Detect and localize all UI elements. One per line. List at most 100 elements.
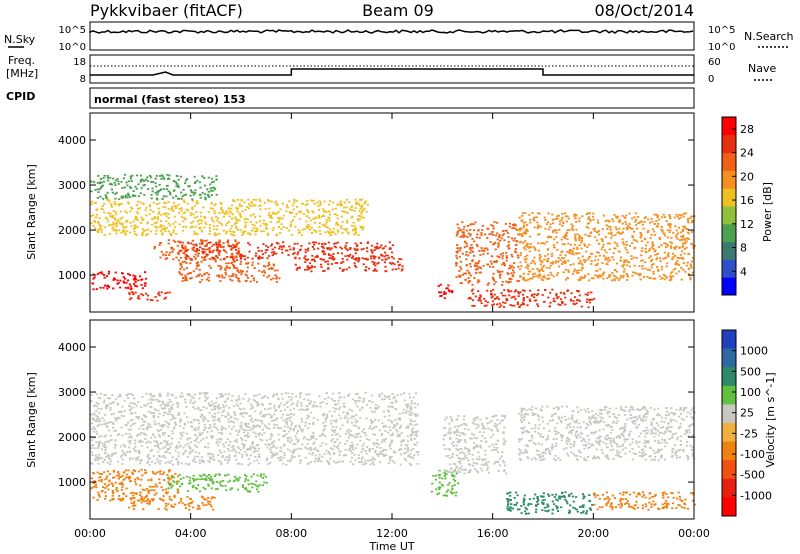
scatter-cell-3 bbox=[275, 276, 278, 278]
scatter-cell-3 bbox=[94, 454, 97, 457]
scatter-cell-3 bbox=[217, 274, 220, 277]
scatter-cell-6 bbox=[254, 233, 257, 236]
scatter-cell-3 bbox=[328, 451, 331, 453]
scatter-cell-11 bbox=[529, 270, 532, 273]
scatter-cell-3 bbox=[152, 433, 155, 435]
scatter-cell-6 bbox=[214, 232, 217, 235]
scatter-cell-6 bbox=[194, 232, 198, 235]
scatter-cell-6 bbox=[155, 233, 158, 235]
scatter-cell-11 bbox=[594, 255, 597, 258]
scatter-cell-5 bbox=[330, 257, 334, 260]
scatter-cell-3 bbox=[229, 278, 232, 281]
scatter-cell-9 bbox=[457, 230, 460, 233]
scatter-cell-6 bbox=[364, 200, 367, 203]
scatter-cell-11 bbox=[664, 275, 667, 277]
scatter-cell-6 bbox=[362, 216, 365, 219]
scatter-cell-8 bbox=[444, 292, 447, 295]
scatter-cell-9 bbox=[510, 272, 513, 275]
scatter-cell-3 bbox=[241, 442, 244, 445]
scatter-cell-3 bbox=[237, 431, 240, 433]
scatter-cell-6 bbox=[288, 211, 292, 213]
scatter-cell-3 bbox=[121, 463, 124, 465]
scatter-cell-9 bbox=[507, 244, 510, 247]
scatter-cell-3 bbox=[159, 424, 162, 427]
scatter-cell-3 bbox=[168, 410, 171, 413]
scatter-cell-11 bbox=[568, 252, 571, 254]
scatter-cell-3 bbox=[125, 394, 128, 396]
scatter-cell-3 bbox=[382, 439, 385, 441]
scatter-cell-10 bbox=[559, 291, 562, 294]
scatter-cell-3 bbox=[292, 443, 295, 445]
scatter-cell-3 bbox=[263, 271, 266, 274]
scatter-cell-9 bbox=[507, 236, 510, 238]
scatter-cell-11 bbox=[636, 240, 639, 243]
scatter-cell-6 bbox=[353, 225, 356, 227]
scatter-cell-3 bbox=[261, 404, 264, 407]
scatter-cell-10 bbox=[510, 296, 513, 299]
power-colorbar-segment bbox=[722, 277, 736, 296]
scatter-cell-3 bbox=[218, 449, 221, 452]
scatter-cell-3 bbox=[177, 451, 180, 454]
scatter-cell-11 bbox=[689, 263, 692, 266]
scatter-cell-9 bbox=[512, 239, 515, 242]
scatter-cell-3 bbox=[212, 425, 215, 428]
scatter-cell-3 bbox=[242, 398, 245, 400]
scatter-cell-11 bbox=[687, 268, 690, 270]
scatter-cell-6 bbox=[210, 202, 213, 205]
scatter-cell-11 bbox=[522, 278, 525, 281]
scatter-cell-0 bbox=[132, 274, 135, 277]
scatter-cell-3 bbox=[410, 411, 414, 414]
scatter-cell-7 bbox=[126, 184, 129, 187]
scatter-cell-6 bbox=[144, 229, 147, 232]
scatter-cell-11 bbox=[567, 217, 570, 220]
scatter-cell-6 bbox=[366, 203, 369, 206]
scatter-cell-11 bbox=[540, 278, 543, 281]
scatter-cell-6 bbox=[106, 199, 109, 201]
scatter-cell-9 bbox=[507, 281, 510, 283]
scatter-cell-7 bbox=[102, 177, 105, 179]
scatter-cell-3 bbox=[389, 434, 392, 437]
freq-left-tick-bottom: 8 bbox=[80, 74, 86, 85]
scatter-cell-4 bbox=[257, 257, 260, 260]
scatter-cell-3 bbox=[124, 445, 127, 448]
scatter-cell-3 bbox=[411, 427, 415, 430]
scatter-cell-2 bbox=[182, 476, 185, 479]
scatter-cell-0 bbox=[114, 481, 117, 484]
scatter-cell-6 bbox=[193, 205, 196, 208]
scatter-cell-7 bbox=[173, 189, 176, 192]
scatter-cell-3 bbox=[291, 451, 294, 453]
scatter-cell-3 bbox=[205, 397, 208, 400]
scatter-cell-6 bbox=[290, 221, 293, 223]
scatter-cell-3 bbox=[234, 414, 237, 416]
scatter-cell-6 bbox=[307, 211, 310, 214]
scatter-cell-3 bbox=[348, 448, 351, 451]
scatter-cell-3 bbox=[289, 409, 292, 411]
scatter-cell-5 bbox=[308, 266, 311, 269]
scatter-cell-9 bbox=[483, 250, 486, 252]
scatter-cell-0 bbox=[119, 499, 122, 502]
scatter-cell-4 bbox=[370, 249, 373, 251]
scatter-cell-3 bbox=[394, 425, 397, 428]
scatter-cell-3 bbox=[221, 432, 224, 435]
scatter-cell-3 bbox=[146, 425, 149, 428]
scatter-cell-6 bbox=[285, 227, 288, 229]
scatter-cell-6 bbox=[152, 201, 155, 204]
scatter-cell-9 bbox=[467, 254, 470, 257]
scatter-cell-3 bbox=[368, 450, 371, 453]
scatter-cell-7 bbox=[177, 184, 180, 187]
scatter-cell-3 bbox=[415, 451, 418, 453]
scatter-cell-3 bbox=[339, 417, 342, 420]
scatter-cell-0 bbox=[134, 277, 137, 279]
scatter-cell-11 bbox=[625, 249, 628, 251]
scatter-cell-11 bbox=[670, 276, 673, 279]
scatter-cell-11 bbox=[667, 255, 670, 258]
scatter-cell-9 bbox=[514, 250, 517, 253]
scatter-cell-11 bbox=[675, 234, 678, 236]
scatter-cell-5 bbox=[353, 262, 356, 265]
scatter-cell-1 bbox=[181, 502, 184, 505]
scatter-cell-11 bbox=[528, 213, 531, 216]
scatter-cell-6 bbox=[114, 203, 118, 205]
scatter-cell-3 bbox=[398, 413, 401, 415]
power-colorbar-segment bbox=[722, 259, 736, 278]
